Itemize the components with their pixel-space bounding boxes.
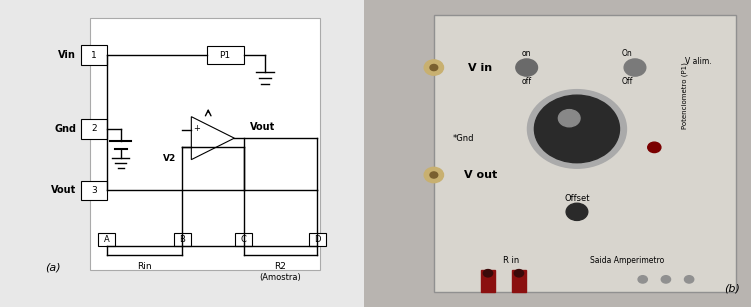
Circle shape — [684, 276, 694, 283]
Text: (b): (b) — [724, 284, 740, 293]
Circle shape — [430, 64, 438, 71]
Circle shape — [535, 95, 620, 163]
Bar — [235, 233, 252, 246]
Text: R2: R2 — [274, 262, 286, 270]
Text: Off: Off — [622, 77, 633, 86]
Text: −: − — [193, 143, 201, 153]
Bar — [481, 270, 495, 292]
Circle shape — [662, 276, 671, 283]
Bar — [81, 119, 107, 139]
Text: V in: V in — [468, 63, 493, 72]
Text: (Amostra): (Amostra) — [260, 273, 301, 282]
Bar — [309, 233, 326, 246]
Circle shape — [624, 59, 646, 76]
Bar — [90, 18, 320, 270]
Text: R in: R in — [503, 256, 520, 266]
Circle shape — [527, 90, 626, 168]
Text: Vin: Vin — [59, 50, 76, 60]
Circle shape — [430, 172, 438, 178]
Text: Saida Amperimetro: Saida Amperimetro — [590, 256, 665, 266]
Text: Potenciometro (P1): Potenciometro (P1) — [682, 62, 689, 129]
Text: Offset: Offset — [564, 193, 590, 203]
Circle shape — [424, 167, 444, 183]
Text: V2: V2 — [163, 154, 176, 163]
Text: 2: 2 — [91, 124, 97, 134]
Text: on: on — [522, 49, 532, 58]
Text: B: B — [179, 235, 185, 244]
Text: Vout: Vout — [249, 122, 275, 132]
Bar — [98, 233, 116, 246]
Circle shape — [566, 203, 588, 220]
Bar — [81, 45, 107, 65]
Text: 3: 3 — [91, 186, 97, 195]
Text: Vout: Vout — [51, 185, 76, 195]
Text: +: + — [194, 123, 201, 133]
Text: V out: V out — [463, 170, 497, 180]
Text: A: A — [104, 235, 110, 244]
Text: Gnd: Gnd — [54, 124, 76, 134]
Circle shape — [516, 59, 538, 76]
Text: P1: P1 — [219, 51, 231, 60]
Bar — [512, 270, 526, 292]
Text: D: D — [314, 235, 321, 244]
Text: *Gnd: *Gnd — [453, 134, 475, 143]
Circle shape — [484, 270, 493, 277]
Text: Rin: Rin — [137, 262, 152, 270]
Bar — [434, 15, 735, 292]
Text: (a): (a) — [45, 262, 61, 272]
Circle shape — [424, 60, 444, 75]
Text: On: On — [622, 49, 632, 58]
Text: 1: 1 — [91, 51, 97, 60]
Text: V alim.: V alim. — [685, 57, 712, 66]
Bar — [207, 46, 243, 64]
Circle shape — [638, 276, 647, 283]
Polygon shape — [192, 117, 234, 160]
Text: C: C — [240, 235, 246, 244]
Text: off: off — [522, 77, 532, 86]
Circle shape — [514, 270, 523, 277]
Bar — [173, 233, 191, 246]
Circle shape — [647, 142, 661, 153]
Circle shape — [559, 110, 580, 127]
Bar — [81, 181, 107, 200]
